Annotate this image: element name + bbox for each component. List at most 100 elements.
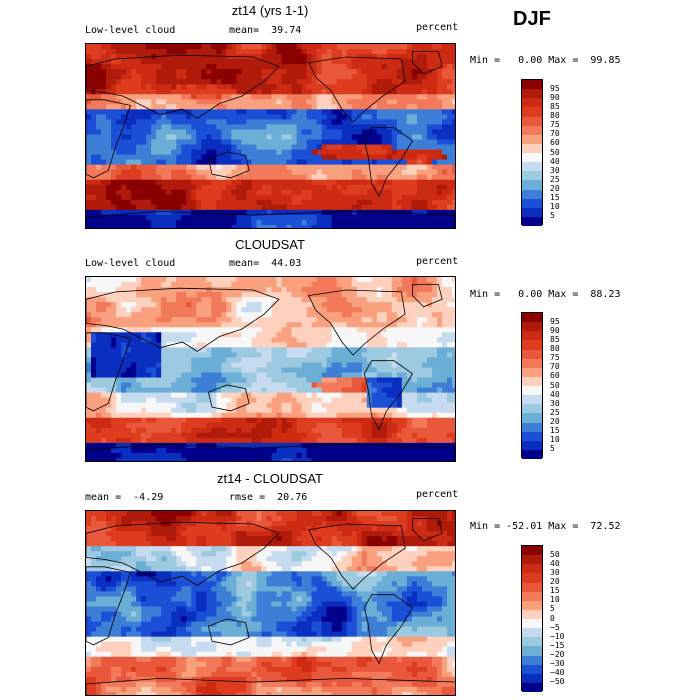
map-cell: [401, 209, 408, 216]
map-cell: [436, 114, 443, 121]
map-cell: [286, 307, 293, 313]
map-cell: [246, 179, 253, 186]
map-cell: [151, 342, 157, 348]
map-cell: [151, 392, 157, 399]
map-cell: [371, 174, 378, 181]
map-cell: [121, 317, 127, 323]
colorbar-tick-label: 50: [550, 147, 560, 157]
map-cell: [426, 204, 433, 211]
map-cell: [341, 282, 348, 288]
map-cell: [441, 337, 448, 343]
map-cell: [111, 277, 117, 283]
map-cell: [281, 362, 288, 369]
map-cell: [451, 209, 455, 216]
map-cell: [236, 204, 243, 211]
map-cell: [151, 357, 157, 364]
map-cell: [341, 89, 348, 95]
map-cell: [396, 84, 403, 90]
map-cell: [296, 337, 303, 343]
map-cell: [271, 332, 278, 338]
map-cell: [306, 362, 313, 369]
map-cell: [266, 372, 273, 379]
map-cell: [326, 422, 333, 429]
map-cell: [236, 104, 243, 110]
map-cell: [121, 74, 127, 80]
map-cell: [241, 84, 248, 90]
map-cell: [276, 332, 283, 338]
map-cell: [106, 387, 112, 394]
map-cell: [96, 327, 102, 333]
map-cell: [201, 392, 207, 399]
map-cell: [116, 357, 122, 364]
map-cell: [366, 149, 373, 156]
map-cell: [406, 372, 413, 379]
map-cell: [391, 174, 398, 181]
map-cell: [361, 149, 368, 156]
map-cell: [156, 104, 162, 110]
map-cell: [176, 134, 182, 141]
map-cell: [281, 44, 288, 50]
map-cell: [191, 224, 197, 228]
map-cell: [366, 59, 373, 65]
map-cell: [181, 79, 187, 85]
map-cell: [361, 342, 368, 348]
map-cell: [391, 342, 398, 348]
map-cell: [446, 372, 453, 379]
map-cell: [291, 44, 298, 50]
map-cell: [306, 312, 313, 318]
map-cell: [136, 139, 142, 146]
map-cell: [91, 397, 97, 404]
map-cell: [236, 194, 243, 201]
map-cell: [196, 377, 202, 384]
map-cell: [146, 297, 152, 303]
map-cell: [421, 327, 428, 333]
map-cell: [446, 402, 453, 409]
map-cell: [211, 124, 217, 131]
map-cell: [361, 164, 368, 171]
map-cell: [251, 54, 258, 60]
map-cell: [206, 332, 212, 338]
map-cell: [336, 69, 343, 75]
map-cell: [116, 382, 122, 389]
map-cell: [436, 194, 443, 201]
map-cell: [101, 224, 107, 228]
map-cell: [211, 219, 217, 226]
map-cell: [161, 134, 167, 141]
map-cell: [111, 179, 117, 186]
map-cell: [241, 357, 248, 364]
map-cell: [201, 214, 207, 221]
map-cell: [236, 277, 243, 283]
map-cell: [91, 69, 97, 75]
map-cell: [386, 164, 393, 171]
map-cell: [426, 372, 433, 379]
map-cell: [296, 129, 303, 136]
map-cell: [246, 219, 253, 226]
map-cell: [406, 402, 413, 409]
map-cell: [246, 139, 253, 146]
map-cell: [426, 347, 433, 354]
map-cell: [326, 144, 333, 151]
map-cell: [376, 224, 383, 228]
map-cell: [386, 204, 393, 211]
map-cell: [261, 114, 268, 121]
map-cell: [361, 282, 368, 288]
map-cell: [251, 297, 258, 303]
map-cell: [426, 194, 433, 201]
map-cell: [116, 84, 122, 90]
map-cell: [86, 387, 92, 394]
map-cell: [366, 362, 373, 369]
map-cell: [381, 74, 388, 80]
map-cell: [176, 297, 182, 303]
map-cell: [176, 347, 182, 354]
map-cell: [186, 302, 192, 308]
map-cell: [346, 209, 353, 216]
map-cell: [126, 322, 132, 328]
map-cell: [346, 114, 353, 121]
map-cell: [436, 139, 443, 146]
map-cell: [401, 154, 408, 161]
map-cell: [431, 159, 438, 166]
map-cell: [151, 74, 157, 80]
map-cell: [216, 134, 222, 141]
map-cell: [256, 412, 263, 419]
map-cell: [326, 292, 333, 298]
